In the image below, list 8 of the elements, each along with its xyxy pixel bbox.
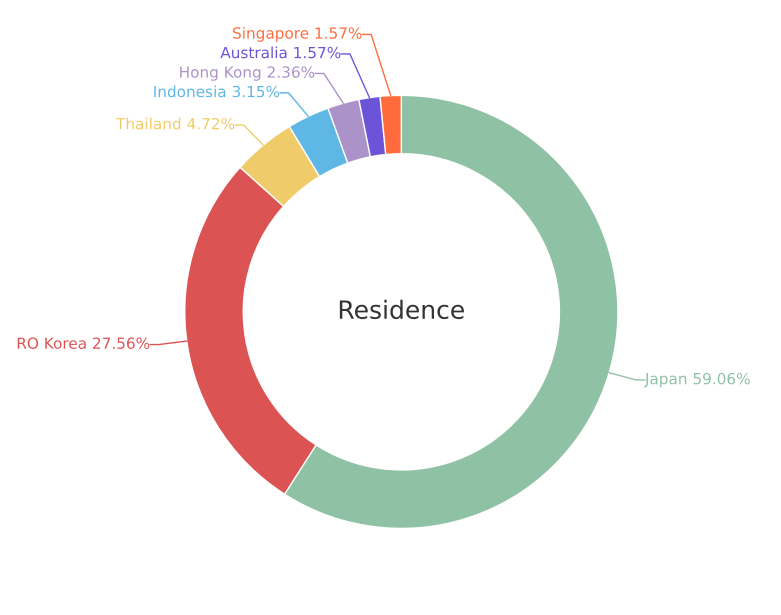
slice-label: RO Korea 27.56%	[18, 337, 150, 349]
slice-label: Indonesia 3.15%	[154, 85, 280, 98]
text: Residence	[340, 300, 464, 320]
slice-label: Japan 59.06%	[644, 372, 750, 388]
slice-label: Australia 1.57%	[220, 46, 340, 58]
slice-label: Thailand 4.72%	[116, 118, 234, 130]
slice-label: Singapore 1.57%	[233, 27, 362, 42]
slice-label: Hong Kong 2.36%	[180, 66, 314, 81]
